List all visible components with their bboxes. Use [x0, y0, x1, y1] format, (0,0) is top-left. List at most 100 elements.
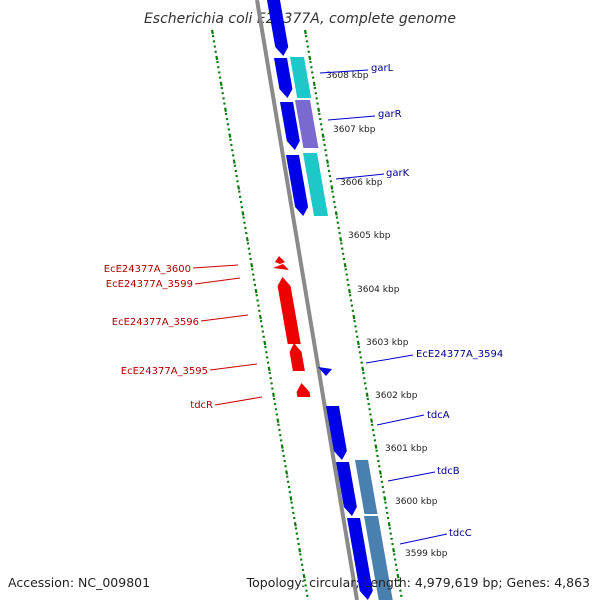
cds-reverse [277, 277, 301, 344]
scale-label: 3605 kbp [348, 231, 391, 241]
tick-mark [317, 107, 321, 112]
tick-mark [303, 29, 307, 35]
tick-mark [237, 185, 241, 190]
feature-tdcC [364, 516, 393, 600]
tick-mark [210, 29, 214, 35]
tick-mark [312, 81, 316, 87]
feature-garR [295, 100, 319, 148]
cds-forward [280, 102, 300, 150]
scale-label: 3603 kbp [366, 338, 409, 348]
cds-forward [286, 155, 309, 216]
leader-line [327, 115, 376, 121]
tick-mark [267, 366, 271, 372]
tick-mark [387, 522, 391, 527]
cds-reverse [275, 256, 285, 264]
tick-mark [352, 314, 356, 320]
feature-track [267, 0, 393, 600]
scale-label: 3607 kbp [333, 125, 376, 135]
tick-mark [378, 470, 382, 475]
feature-garL [290, 57, 312, 98]
gene-label-EcE24377A_3596: EcE24377A_3596 [112, 317, 199, 328]
tick-mark [356, 340, 360, 346]
scale-label: 3602 kbp [375, 391, 418, 401]
tick-mark [374, 444, 378, 449]
scale-label: 3608 kbp [326, 71, 369, 81]
cds-forward [267, 0, 289, 56]
gene-label-garK: garK [386, 168, 410, 179]
tick-mark [361, 366, 365, 372]
tick-mark [250, 262, 254, 268]
tick-mark [280, 444, 284, 449]
leader-line [365, 354, 414, 364]
forward-gene-labels: garL garR garK EcE24377A_3594 tdcA tdcB … [319, 63, 503, 545]
tick-mark [348, 288, 351, 294]
leader-line [192, 264, 239, 269]
tick-mark [392, 547, 396, 553]
tick-mark [298, 547, 302, 553]
feature-tdcB [355, 460, 378, 514]
tick-mark [321, 133, 325, 138]
gene-label-tdcB: tdcB [437, 466, 460, 477]
tick-mark [272, 392, 275, 397]
tick-mark [241, 211, 245, 216]
tick-mark [245, 237, 249, 242]
tick-mark [224, 107, 227, 112]
map-title: Escherichia coli E24377A, complete genom… [144, 11, 456, 27]
gene-label-EcE24377A_3600: EcE24377A_3600 [104, 264, 191, 275]
tick-mark [254, 288, 258, 294]
gene-label-tdcR: tdcR [190, 400, 213, 411]
tick-mark [339, 237, 343, 242]
leader-line [399, 533, 448, 545]
gene-label-EcE24377A_3595: EcE24377A_3595 [121, 366, 208, 377]
scale-label: 3600 kbp [395, 497, 438, 507]
leader-line [200, 314, 249, 322]
cds-forward [326, 406, 347, 460]
gene-label-EcE24377A_3594: EcE24377A_3594 [416, 349, 503, 360]
cds-reverse [289, 343, 305, 371]
tick-mark [276, 418, 280, 423]
leader-line [319, 69, 369, 74]
scale-label: 3599 kbp [405, 549, 448, 559]
outer-tick-track [303, 29, 404, 600]
scale-labels: 3608 kbp 3607 kbp 3606 kbp 3605 kbp 3604… [326, 71, 448, 559]
leader-line [335, 173, 385, 180]
tick-mark [215, 55, 219, 61]
tick-mark [289, 496, 293, 501]
accession-text: Accession: NC_009801 [8, 575, 150, 590]
cds-reverse [296, 383, 311, 397]
tick-mark [325, 159, 329, 164]
tick-mark [383, 496, 387, 501]
tick-mark [219, 81, 223, 87]
tick-mark [258, 314, 262, 320]
genome-backbone [255, 0, 359, 600]
tick-mark [285, 470, 289, 475]
genome-summary-text: Topology: circular; Length: 4,979,619 bp… [246, 575, 590, 590]
tick-mark [263, 340, 267, 346]
scale-label: 3601 kbp [385, 444, 428, 454]
tick-mark [293, 522, 297, 527]
cds-forward [274, 58, 293, 98]
tick-mark [334, 211, 338, 216]
tick-mark [308, 55, 312, 61]
cds-forward [336, 462, 357, 516]
cds-reverse [273, 264, 289, 270]
leader-line [194, 277, 241, 285]
gene-label-garR: garR [378, 109, 402, 120]
leader-line [214, 396, 263, 406]
gene-label-EcE24377A_3599: EcE24377A_3599 [106, 279, 193, 290]
leader-line [387, 471, 436, 482]
gene-label-garL: garL [371, 63, 394, 74]
scale-label: 3604 kbp [357, 285, 400, 295]
tick-mark [302, 573, 306, 579]
inner-tick-track [210, 29, 310, 600]
tick-mark [396, 573, 400, 579]
gene-label-tdcA: tdcA [427, 410, 450, 421]
cds-forward [318, 367, 332, 376]
cds-forward [347, 518, 373, 600]
tick-mark [228, 133, 232, 138]
tick-mark [232, 159, 236, 164]
leader-line [376, 414, 425, 426]
tick-mark [365, 392, 369, 397]
tick-mark [343, 262, 347, 268]
